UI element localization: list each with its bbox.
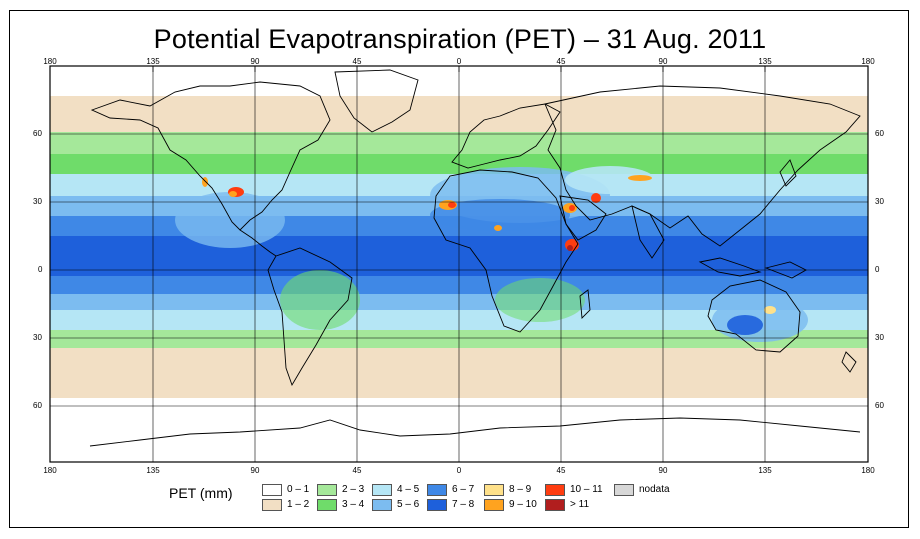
legend-swatch	[545, 484, 565, 496]
hotspot-turkmen	[628, 175, 652, 181]
patch-brazil	[280, 270, 360, 330]
legend-label: 4 – 5	[397, 484, 420, 495]
patch-mexico	[175, 192, 285, 248]
legend-swatch	[545, 499, 565, 511]
lon-bottom-1: 135	[146, 466, 160, 475]
lon-top-3: 45	[352, 57, 362, 66]
legend-label: 10 – 11	[570, 484, 603, 495]
legend-swatch	[484, 484, 504, 496]
lon-bottom-3: 45	[352, 466, 362, 475]
legend-title: PET (mm)	[169, 485, 233, 501]
lat-left-3: 30	[33, 333, 42, 342]
hotspot-west-sahara-core	[448, 202, 456, 208]
lat-left-0: 60	[33, 129, 42, 138]
legend-label: > 11	[570, 499, 589, 510]
legend-swatch	[427, 499, 447, 511]
lon-bottom-4: 0	[456, 466, 462, 475]
lat-right-4: 60	[875, 401, 884, 410]
legend-label: 1 – 2	[287, 499, 310, 510]
lon-bottom-8: 180	[861, 466, 875, 475]
hotspot-gulf	[591, 193, 601, 203]
lon-bottom-5: 45	[556, 466, 566, 475]
lon-top-2: 90	[250, 57, 260, 66]
legend-label: 9 – 10	[509, 499, 537, 510]
lon-top-7: 135	[758, 57, 772, 66]
patch-australia-core	[727, 315, 763, 335]
figure-frame	[9, 10, 909, 528]
hotspot-chad	[494, 225, 502, 231]
legend-swatch	[372, 499, 392, 511]
lat-right-3: 30	[875, 333, 884, 342]
legend-label: 3 – 4	[342, 499, 365, 510]
legend-label: 8 – 9	[509, 484, 532, 495]
lat-left-2: 0	[38, 265, 43, 274]
hotspot-arabia-core	[569, 205, 575, 211]
legend-swatch	[427, 484, 447, 496]
legend-label: 6 – 7	[452, 484, 475, 495]
lon-top-8: 180	[861, 57, 875, 66]
lon-top-4: 0	[456, 57, 462, 66]
lon-bottom-0: 180	[43, 466, 57, 475]
lon-top-0: 180	[43, 57, 57, 66]
lon-top-6: 90	[658, 57, 668, 66]
legend-label: 0 – 1	[287, 484, 310, 495]
legend-swatch	[614, 484, 634, 496]
coastlines	[89, 69, 861, 447]
map-title: Potential Evapotranspiration (PET) – 31 …	[153, 24, 767, 54]
lat-left-4: 60	[33, 401, 42, 410]
patch-southern-africa	[495, 278, 585, 322]
lon-top-5: 45	[556, 57, 566, 66]
legend-label: 2 – 3	[342, 484, 365, 495]
patch-sahel	[430, 199, 570, 231]
hotspot-australia	[764, 306, 776, 314]
lon-bottom-6: 90	[658, 466, 668, 475]
lat-right-2: 0	[875, 265, 880, 274]
hotspot-sonora-core	[229, 191, 237, 197]
lat-right-0: 60	[875, 129, 884, 138]
legend-swatch	[317, 484, 337, 496]
legend-swatch	[262, 484, 282, 496]
hotspot-somalia-core	[567, 245, 573, 251]
lon-bottom-2: 90	[250, 466, 260, 475]
lat-left-1: 30	[33, 197, 42, 206]
graticule	[50, 66, 868, 462]
lon-top-1: 135	[146, 57, 160, 66]
patch-iran	[565, 166, 655, 194]
lat-right-1: 30	[875, 197, 884, 206]
legend-label: 5 – 6	[397, 499, 420, 510]
legend-swatch	[262, 499, 282, 511]
lon-bottom-7: 135	[758, 466, 772, 475]
legend-label: 7 – 8	[452, 499, 475, 510]
map-border	[49, 65, 869, 463]
legend-swatch	[484, 499, 504, 511]
legend-label: nodata	[639, 484, 670, 495]
legend-swatch	[317, 499, 337, 511]
legend-swatch	[372, 484, 392, 496]
